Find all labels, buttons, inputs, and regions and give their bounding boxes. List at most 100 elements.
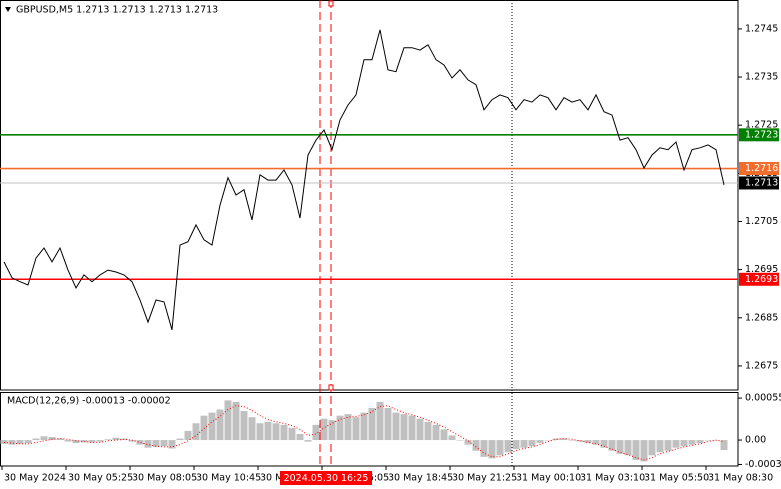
x-tick-label: 30 May 18:45 — [388, 473, 453, 484]
macd-bar — [664, 440, 672, 451]
macd-bar — [144, 440, 152, 448]
macd-bar — [552, 438, 560, 441]
y-tick-label: 1.2745 — [745, 23, 778, 34]
level-label-box — [739, 272, 779, 286]
macd-bar — [480, 440, 488, 457]
macd-bar — [352, 417, 360, 441]
macd-bar — [544, 440, 552, 441]
macd-bar — [296, 433, 304, 441]
macd-bar — [304, 440, 312, 442]
macd-bar — [16, 440, 24, 444]
macd-bar — [88, 440, 96, 443]
macd-bar — [720, 440, 728, 450]
x-tick-label: 31 May 05:50 — [644, 473, 709, 484]
time-marker-box — [280, 471, 372, 485]
y-tick-label: 1.2705 — [745, 216, 778, 227]
macd-bar — [576, 440, 584, 442]
macd-bar — [376, 401, 384, 441]
x-tick-label: 31 May 08:30 — [708, 473, 773, 484]
macd-bar — [568, 440, 576, 441]
macd-bar — [40, 436, 48, 441]
macd-bar — [488, 440, 496, 459]
last-price-box — [739, 176, 779, 190]
macd-bar — [136, 440, 144, 445]
macd-bar — [280, 424, 288, 441]
level-label: 1.2723 — [745, 129, 778, 140]
macd-bar — [320, 418, 328, 441]
macd-bar — [696, 440, 704, 444]
price-line — [3, 29, 725, 330]
macd-bar — [472, 440, 480, 451]
macd-bar — [264, 421, 272, 441]
signal-line — [3, 405, 725, 461]
y-tick-label: 1.2725 — [745, 120, 778, 131]
macd-bar — [160, 440, 168, 447]
macd-bar — [584, 440, 592, 444]
level-label: 1.2693 — [745, 274, 778, 285]
macd-bar — [272, 423, 280, 441]
macd-bar — [200, 415, 208, 441]
macd-bar — [448, 435, 456, 441]
macd-bar — [632, 440, 640, 460]
macd-bar — [504, 440, 512, 453]
macd-bar — [440, 429, 448, 441]
macd-bar — [120, 438, 128, 441]
y-tick-label: 1.2685 — [745, 312, 778, 323]
macd-bar — [392, 412, 400, 441]
time-marker-label: 2024.05.30 16:25 — [284, 473, 369, 484]
macd-bar — [560, 438, 568, 441]
macd-bar — [128, 440, 136, 442]
macd-bar — [208, 412, 216, 441]
macd-bar — [640, 440, 648, 462]
macd-bar — [336, 415, 344, 441]
macd-bar — [48, 437, 56, 441]
macd-bar — [592, 440, 600, 445]
macd-bar — [688, 440, 696, 445]
line-handle — [328, 384, 334, 391]
macd-bar — [176, 438, 184, 441]
main-frame — [0, 0, 739, 391]
macd-bar — [8, 440, 16, 445]
macd-bar — [192, 423, 200, 441]
x-tick-label: 30 May 2024 — [4, 473, 66, 484]
macd-bar — [104, 439, 112, 441]
macd-bar — [368, 408, 376, 441]
y-tick-label: -0.00032 — [745, 459, 781, 470]
macd-bar — [600, 440, 608, 448]
macd-bar — [24, 440, 32, 444]
macd-bar — [80, 440, 88, 443]
macd-bar — [512, 440, 520, 450]
macd-bar — [360, 412, 368, 441]
macd-bar — [384, 408, 392, 441]
macd-bar — [344, 414, 352, 441]
macd-bar — [32, 438, 40, 441]
x-tick-label: 30 May 10:45 — [196, 473, 261, 484]
macd-bar — [240, 411, 248, 441]
macd-bar — [72, 440, 80, 444]
y-tick-label: 0.00055 — [745, 393, 781, 404]
macd-bar — [256, 423, 264, 441]
macd-bar — [520, 440, 528, 448]
macd-bar — [536, 440, 544, 444]
macd-bar — [232, 401, 240, 441]
macd-bar — [216, 409, 224, 441]
level-label-box — [739, 162, 779, 176]
macd-bar — [168, 440, 176, 449]
macd-bar — [432, 424, 440, 441]
line-handle — [328, 0, 334, 7]
y-tick-label: 1.2695 — [745, 264, 778, 275]
macd-frame — [0, 392, 739, 467]
macd-bar — [248, 417, 256, 441]
macd-bar — [624, 440, 632, 456]
macd-bar — [408, 415, 416, 441]
macd-bar — [400, 414, 408, 441]
macd-bar — [328, 420, 336, 441]
x-tick-label: 30 May 21:25 — [452, 473, 517, 484]
macd-bar — [528, 440, 536, 447]
level-label: 1.2716 — [745, 163, 778, 174]
last-price-label: 1.2713 — [745, 177, 778, 188]
y-tick-label: 1.2735 — [745, 72, 778, 83]
